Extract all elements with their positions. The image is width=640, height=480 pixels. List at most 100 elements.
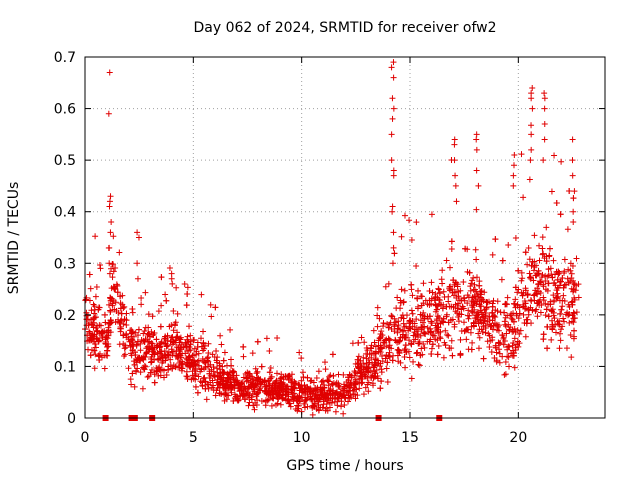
data-point (262, 402, 269, 409)
data-point (295, 381, 302, 388)
data-point (298, 355, 305, 362)
data-point (222, 384, 229, 391)
data-point (522, 285, 529, 292)
data-point (408, 307, 415, 314)
data-point (539, 245, 546, 252)
data-point (557, 326, 564, 333)
data-point (455, 313, 462, 320)
data-point (374, 312, 381, 319)
data-point (185, 354, 192, 361)
data-point (541, 136, 548, 143)
data-point (477, 288, 484, 295)
data-point (569, 136, 576, 143)
data-point (275, 395, 282, 402)
data-point (388, 312, 395, 319)
data-point (239, 391, 246, 398)
data-point (348, 394, 355, 401)
data-point (556, 282, 563, 289)
data-point (542, 312, 549, 319)
data-point (569, 172, 576, 179)
data-point (228, 362, 235, 369)
data-point (486, 313, 493, 320)
data-point (139, 385, 146, 392)
data-point (428, 350, 435, 357)
data-point (472, 315, 479, 322)
grid-layer (85, 57, 605, 418)
data-point (399, 331, 406, 338)
data-point (235, 397, 242, 404)
data-point (283, 387, 290, 394)
data-point (558, 306, 565, 313)
data-point (98, 330, 105, 337)
data-point (520, 303, 527, 310)
data-point (310, 402, 317, 409)
data-point (559, 274, 566, 281)
data-point (487, 323, 494, 330)
data-point (567, 260, 574, 267)
data-point (151, 379, 158, 386)
data-point (447, 317, 454, 324)
data-point (390, 167, 397, 174)
data-point (179, 360, 186, 367)
data-point (329, 395, 336, 402)
data-point (150, 348, 157, 355)
data-point (473, 256, 480, 263)
data-point (551, 315, 558, 322)
data-point (121, 345, 128, 352)
data-point (520, 311, 527, 318)
data-point (366, 359, 373, 366)
data-point (411, 326, 418, 333)
data-point (326, 373, 333, 380)
data-point (372, 349, 379, 356)
data-point (501, 318, 508, 325)
data-point (123, 331, 130, 338)
data-point (408, 375, 415, 382)
data-point (438, 301, 445, 308)
data-point (385, 280, 392, 287)
data-point (570, 195, 577, 202)
data-point (468, 302, 475, 309)
data-point (434, 337, 441, 344)
data-point (85, 337, 92, 344)
data-point (465, 315, 472, 322)
data-point (435, 324, 442, 331)
data-point (341, 402, 348, 409)
data-point (529, 84, 536, 91)
data-point (265, 378, 272, 385)
data-point (465, 307, 472, 314)
data-point (434, 351, 441, 358)
data-point (382, 283, 389, 290)
data-point (393, 305, 400, 312)
data-point (277, 401, 284, 408)
data-point (466, 269, 473, 276)
data-point (361, 373, 368, 380)
data-point (528, 262, 535, 269)
data-point (346, 384, 353, 391)
data-point (476, 326, 483, 333)
data-point (415, 361, 422, 368)
data-point (202, 364, 209, 371)
data-point (376, 335, 383, 342)
data-point (530, 292, 537, 299)
data-point (307, 378, 314, 385)
data-point (90, 301, 97, 308)
data-point (416, 339, 423, 346)
data-point (296, 349, 303, 356)
y-tick-label: 0.6 (54, 102, 76, 118)
data-point (105, 343, 112, 350)
data-point (340, 371, 347, 378)
data-point (358, 369, 365, 376)
data-point (506, 327, 513, 334)
data-point (101, 311, 108, 318)
data-point (489, 337, 496, 344)
data-point (384, 378, 391, 385)
data-point (258, 363, 265, 370)
data-point (492, 307, 499, 314)
data-point (159, 359, 166, 366)
plot-frame (84, 56, 606, 419)
data-point (528, 320, 535, 327)
data-point (210, 364, 217, 371)
data-point (173, 284, 180, 291)
data-point (570, 219, 577, 226)
data-point (256, 380, 263, 387)
